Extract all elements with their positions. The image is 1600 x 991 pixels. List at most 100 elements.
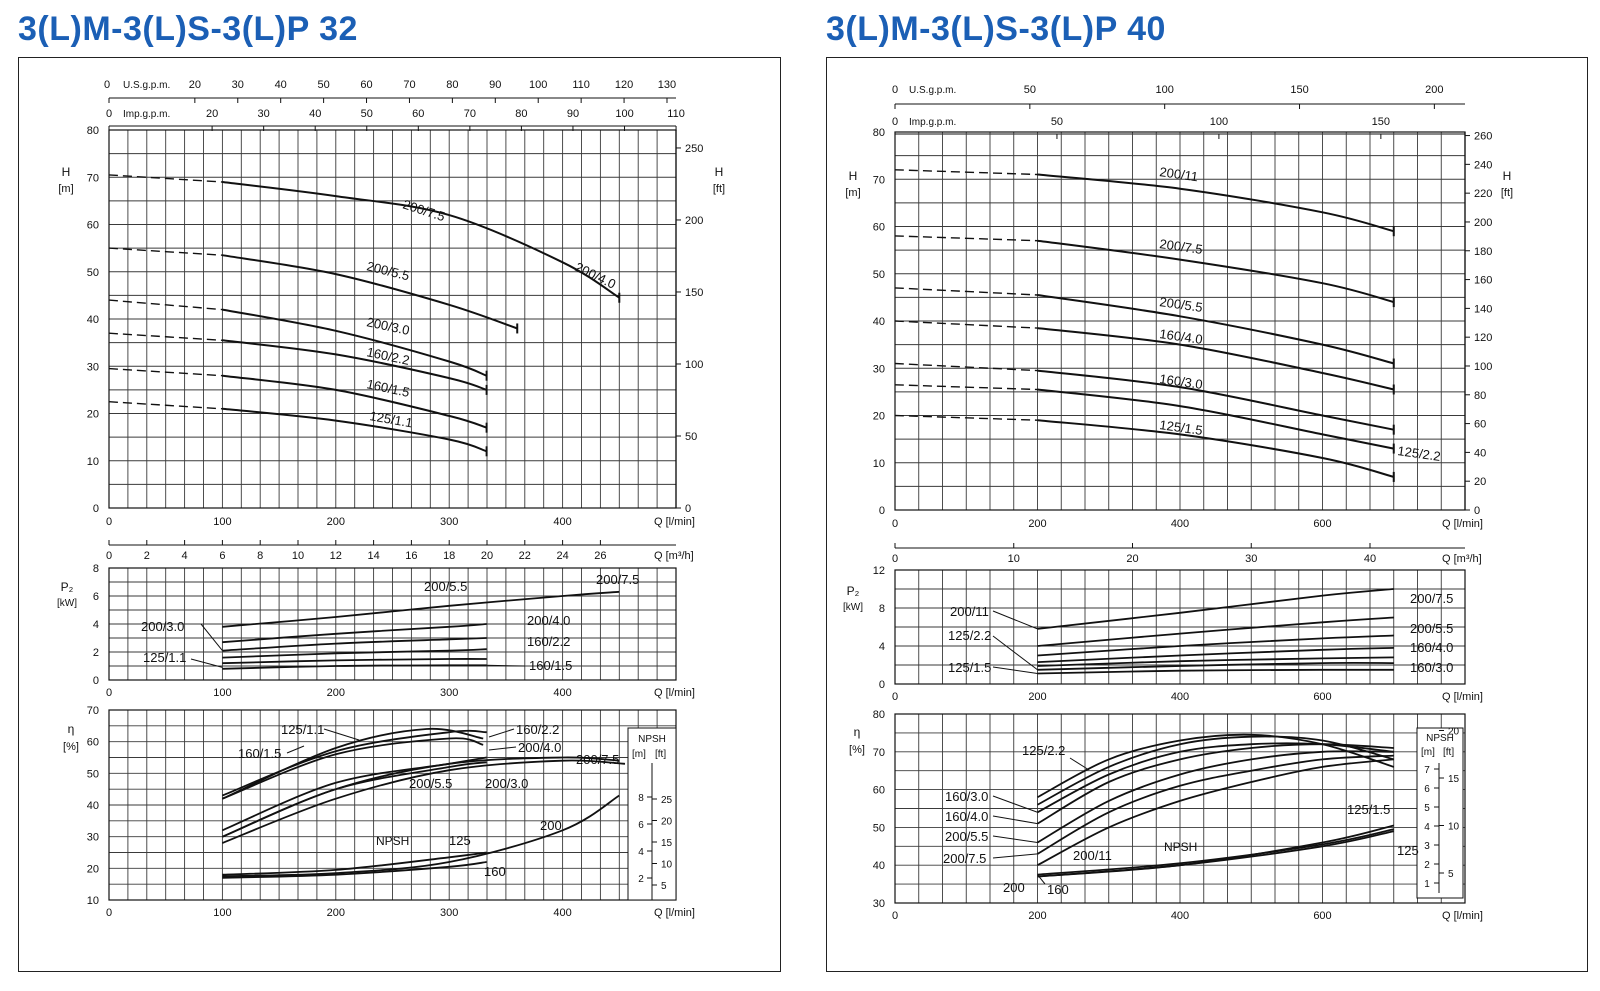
head-curve-200-11 (1037, 173, 1395, 233)
head-x-tick-label: 200 (1028, 518, 1046, 530)
usgpm-tick-label: 200 (1425, 84, 1443, 96)
head-y-tick-label: 20 (87, 409, 99, 421)
m3h-tick-label: 12 (330, 550, 342, 562)
head-label-160-4-0: 160/4.0 (1159, 326, 1204, 347)
eff-y-axis-label: η (68, 722, 75, 736)
eff-leader-200-7-5 (992, 853, 1038, 859)
power-chart-32-grid (108, 567, 677, 681)
ft-tick-label: 60 (1474, 419, 1486, 431)
eff-label-npsh-125: 125 (1397, 843, 1419, 858)
head-y-tick-label: 50 (873, 269, 885, 281)
eff-y-tick-label: 70 (87, 705, 99, 717)
usgpm-tick-label: 40 (275, 79, 287, 91)
eff-curve-160-2-2 (222, 729, 487, 797)
eff-label-200-11: 200/11 (1073, 848, 1112, 863)
eff-label-npsh-200: 200 (540, 818, 562, 833)
eff-label-npsh-160: 160 (1047, 882, 1069, 897)
ft-tick-label: 50 (685, 431, 697, 443)
m3h-tick-label: 2 (144, 550, 150, 562)
m3h-axis-label: Q [m³/h] (654, 550, 694, 562)
power-curve-160-3-0 (1037, 656, 1394, 667)
head-y-tick-label: 10 (873, 458, 885, 470)
impgpm-tick-label: 30 (258, 108, 270, 120)
impgpm-tick-label: 100 (615, 108, 633, 120)
npsh-ft-unit: [ft] (1443, 747, 1454, 758)
head-y-tick-label: 60 (873, 222, 885, 234)
head-y-right-axis-label: H (715, 165, 724, 179)
head-y-tick-label: 70 (873, 174, 885, 186)
head-curve-125-2-2-dashed (894, 384, 1038, 391)
head-label-125-2-2: 125/2.2 (1397, 443, 1442, 464)
m3h-axis-label: Q [m³/h] (1442, 553, 1482, 565)
m3h-tick-label: 18 (443, 550, 455, 562)
power-curve-160-2-2 (222, 658, 487, 665)
eff-y-tick-label: 80 (873, 709, 885, 721)
usgpm-tick-label: 110 (572, 79, 590, 91)
head-y-tick-label: 30 (87, 361, 99, 373)
power-leader-160-1-5 (486, 664, 526, 667)
power-label-160-2-2: 160/2.2 (527, 634, 570, 649)
impgpm-axis-label: Imp.g.p.m. (909, 117, 956, 128)
usgpm-tick-label: 100 (529, 79, 547, 91)
impgpm-tick-label: 0 (106, 108, 112, 120)
eff-curve-200-5-5 (222, 756, 620, 838)
head-label-200-4-0: 200/4.0 (573, 259, 619, 291)
eff-y-tick-label: 30 (87, 832, 99, 844)
power-curve-125-1-5 (1037, 668, 1394, 675)
impgpm-tick-label: 0 (892, 116, 898, 128)
power-curve-160-1-5 (222, 664, 487, 670)
eff-leader-160-4-0 (992, 815, 1038, 825)
usgpm-axis-label: U.S.g.p.m. (909, 85, 956, 96)
head-x-axis-label: Q [l/min] (1442, 518, 1483, 530)
power-x-tick-label: 400 (1171, 691, 1189, 703)
head-y-tick-label: 80 (87, 125, 99, 137)
head-label-160-3-0: 160/3.0 (1159, 371, 1204, 392)
ft-tick-label: 40 (1474, 447, 1486, 459)
power-curve-200-4-0 (222, 637, 487, 652)
npsh-ft-tick-label: 20 (1448, 727, 1460, 738)
npsh-m-unit: [m] (632, 749, 646, 760)
usgpm-tick-label: 60 (360, 79, 372, 91)
head-y-tick-label: 50 (87, 267, 99, 279)
eff-x-tick-label: 600 (1313, 910, 1331, 922)
npsh-m-unit: [m] (1421, 747, 1435, 758)
head-curve-200-7-5-dashed (894, 235, 1038, 242)
eff-curve-200-5-5 (1037, 750, 1394, 844)
power-y-tick-label: 4 (879, 641, 885, 653)
eff-curve-200-4-0 (222, 756, 487, 832)
head-curve-125-1-5 (1037, 419, 1395, 478)
power-label-200-11: 200/11 (950, 604, 989, 619)
power-y-tick-label: 8 (879, 603, 885, 615)
head-y-tick-label: 0 (879, 505, 885, 517)
head-y-tick-label: 0 (93, 503, 99, 515)
eff-label-200-5-5: 200/5.5 (409, 776, 452, 791)
power-x-tick-label: 400 (553, 687, 571, 699)
chart-title-right: 3(L)M-3(L)S-3(L)P 40 (826, 10, 1166, 48)
power-y-tick-label: 0 (93, 675, 99, 687)
eff-curve-200-7-5 (222, 759, 626, 844)
power-leader-200-3-0 (200, 623, 223, 651)
eff-leader-160-2-2 (488, 728, 515, 738)
head-y-tick-label: 70 (87, 172, 99, 184)
impgpm-tick-label: 90 (567, 108, 579, 120)
npsh-m-tick-label: 4 (638, 847, 644, 858)
power-x-axis-label: Q [l/min] (654, 687, 695, 699)
head-curve-160-2-2-dashed (108, 367, 223, 377)
impgpm-tick-label: 80 (515, 108, 527, 120)
power-y-tick-label: 6 (93, 591, 99, 603)
power-y-tick-label: 8 (93, 563, 99, 575)
head-curve-160-1-5 (222, 407, 487, 453)
eff-y-axis-label: η (854, 725, 861, 739)
m3h-tick-label: 6 (219, 550, 225, 562)
eff-y-tick-label: 10 (87, 895, 99, 907)
npsh-scale-box (1416, 727, 1464, 899)
power-leader-200-11 (992, 610, 1038, 630)
impgpm-tick-label: 110 (667, 108, 685, 120)
head-y-tick-label: 80 (873, 127, 885, 139)
m3h-tick-label: 14 (367, 550, 379, 562)
ft-tick-label: 160 (1474, 275, 1492, 287)
m3h-tick-label: 26 (594, 550, 606, 562)
npsh-ft-tick-label: 5 (1448, 869, 1454, 880)
usgpm-tick-label: 100 (1156, 84, 1174, 96)
head-y-tick-label: 20 (873, 411, 885, 423)
